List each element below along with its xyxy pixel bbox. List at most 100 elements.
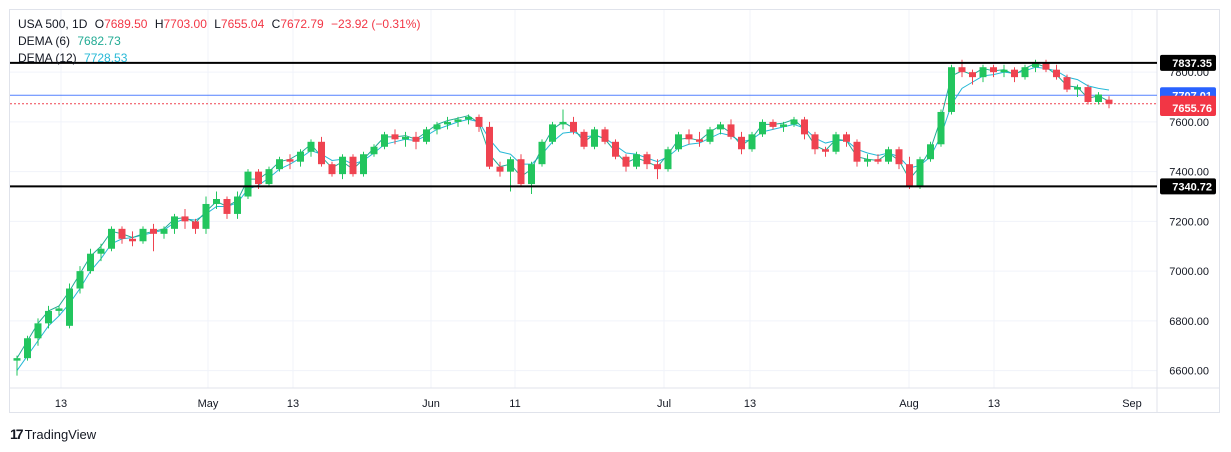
candle-body <box>885 149 892 162</box>
candle-body <box>727 124 735 137</box>
symbol-name[interactable]: USA 500 <box>18 17 66 31</box>
candle-body <box>990 67 997 73</box>
y-tick-label: 7400.00 <box>1169 167 1209 179</box>
candle-body <box>192 221 199 229</box>
candle-body <box>13 358 21 361</box>
candle-body <box>664 149 672 170</box>
candle-body <box>1000 69 1008 73</box>
candle-body <box>612 141 619 157</box>
candle-body <box>580 131 588 147</box>
candle-body <box>412 136 420 142</box>
x-tick-label: May <box>198 398 219 410</box>
dema12-row[interactable]: DEMA (12) 7728.53 <box>18 50 420 67</box>
candle-body <box>549 124 556 142</box>
candle-body <box>34 323 42 339</box>
candle-body <box>706 129 714 142</box>
candle-body <box>1084 87 1092 103</box>
x-tick-label: Aug <box>899 398 919 410</box>
dema6-row[interactable]: DEMA (6) 7682.73 <box>18 33 420 50</box>
candle-body <box>822 149 829 152</box>
candle-body <box>1105 99 1113 104</box>
x-tick-label: Sep <box>1122 398 1142 410</box>
candle-body <box>381 134 388 147</box>
y-tick-label: 6800.00 <box>1169 316 1209 328</box>
candle-body <box>391 134 399 140</box>
tradingview-logo[interactable]: 17 TradingView <box>10 426 96 442</box>
dema6-label: DEMA (6) <box>18 34 71 48</box>
chart-frame[interactable] <box>9 9 1220 413</box>
candle-body <box>55 308 63 311</box>
close-value: 7672.79 <box>280 17 324 31</box>
candle-body <box>1053 69 1060 78</box>
candle-body <box>444 121 451 125</box>
candle-body <box>402 136 409 140</box>
candle-body <box>1032 62 1039 68</box>
candle-body <box>223 199 231 214</box>
candle-body <box>202 203 210 229</box>
candle-body <box>937 111 945 145</box>
candle-body <box>969 72 976 78</box>
candle-body <box>339 156 346 175</box>
candle-body <box>1074 87 1081 90</box>
candle-body <box>486 126 493 167</box>
high-label: H <box>154 17 164 31</box>
candle-body <box>958 67 966 73</box>
candle-body <box>87 253 94 272</box>
candle-body <box>24 338 31 359</box>
candle-body <box>97 248 105 254</box>
candle-body <box>570 121 577 132</box>
candle-body <box>297 151 304 162</box>
current-price-label: 7655.76 <box>1172 103 1212 115</box>
candle-body <box>423 129 430 142</box>
candle-body <box>675 134 682 150</box>
y-tick-label: 7200.00 <box>1169 216 1209 228</box>
candle-body <box>370 146 378 155</box>
candle-body <box>318 141 325 165</box>
candle-body <box>696 139 703 142</box>
low-value: 7655.04 <box>220 17 265 31</box>
candle-body <box>916 159 924 187</box>
brand-name: TradingView <box>24 426 97 442</box>
level-price-label-bg <box>1160 178 1216 195</box>
candle-body <box>349 156 357 175</box>
candle-body <box>328 164 336 175</box>
open-value: 7689.50 <box>104 17 148 31</box>
candle-body <box>45 310 52 324</box>
tradingview-icon: 17 <box>10 426 24 442</box>
candle-body <box>129 238 136 242</box>
change-value: −23.92 (−0.31%) <box>331 17 421 31</box>
dema6-line <box>16 62 1110 359</box>
chart-legend: USA 500, 1D O7689.50 H7703.00 L7655.04 C… <box>18 16 420 67</box>
candle-body <box>66 288 73 326</box>
candle-body <box>811 134 819 150</box>
candle-body <box>234 196 241 214</box>
candle-body <box>643 154 651 165</box>
candle-body <box>150 228 157 234</box>
candle-body <box>633 154 640 167</box>
candle-body <box>433 124 441 130</box>
candle-body <box>948 67 955 112</box>
x-tick-label: 13 <box>55 398 67 410</box>
candle-body <box>528 164 535 185</box>
candle-body <box>979 67 987 78</box>
x-tick-label: 13 <box>988 398 1000 410</box>
candle-body <box>906 164 913 187</box>
close-label: C <box>271 17 281 31</box>
candle-body <box>360 154 367 175</box>
candle-body <box>622 156 630 167</box>
candle-body <box>853 141 861 162</box>
candle-body <box>1042 62 1050 70</box>
dema12-label: DEMA (12) <box>18 51 77 65</box>
candle-body <box>139 228 147 242</box>
candle-body <box>517 159 525 185</box>
y-tick-label: 7000.00 <box>1169 266 1209 278</box>
candle-body <box>307 141 315 152</box>
level-price-label-bg <box>1160 54 1216 71</box>
candle-body <box>276 159 283 170</box>
candle-body <box>874 159 882 162</box>
candle-body <box>1021 67 1029 78</box>
candle-body <box>181 216 189 222</box>
candle-body <box>265 169 273 185</box>
x-tick-label: 11 <box>509 398 520 410</box>
